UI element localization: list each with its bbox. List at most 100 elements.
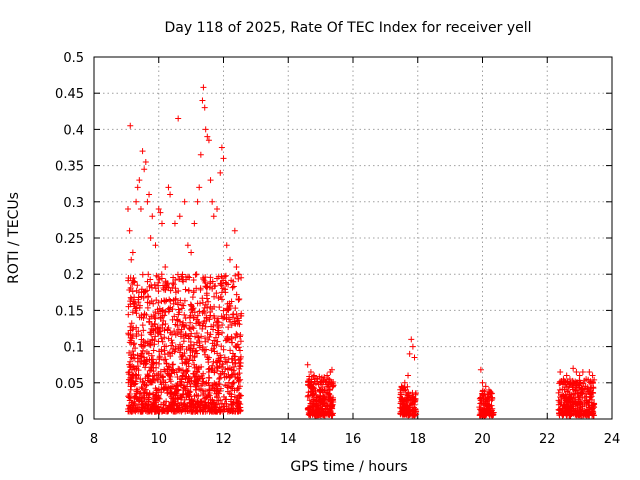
data-point [155,330,162,337]
data-point [164,386,171,393]
data-point [128,256,135,263]
data-point [223,403,230,410]
data-point [306,397,313,404]
data-point [412,406,419,413]
data-point [181,406,188,413]
data-point [205,391,212,398]
data-point [134,352,141,359]
data-point [219,285,226,292]
data-point [180,276,187,283]
data-point [172,331,179,338]
data-point [579,390,586,397]
data-point [231,387,238,394]
data-point [574,410,581,417]
data-point [191,309,198,316]
data-point [555,401,562,408]
data-point [227,374,234,381]
data-point [182,330,189,337]
data-point [205,379,212,386]
chart-title: Day 118 of 2025, Rate Of TEC Index for r… [164,20,531,36]
data-point [586,396,593,403]
data-point [135,401,142,408]
data-point [200,84,207,91]
data-point [130,324,137,331]
data-point [231,353,238,360]
data-point [165,184,172,191]
data-point [173,369,180,376]
data-point [130,341,137,348]
data-point [142,361,149,368]
data-point [174,299,181,306]
data-point [202,283,209,290]
data-point [590,385,597,392]
data-point [209,305,216,312]
data-point [170,345,177,352]
data-point [317,387,324,394]
data-point [193,285,200,292]
data-point [325,406,332,413]
data-point [138,336,145,343]
data-point [206,333,213,340]
data-point [132,371,139,378]
data-point [181,323,188,330]
data-point [125,303,132,310]
data-point [156,348,163,355]
y-tick-label: 0.5 [63,51,84,66]
data-point [202,351,209,358]
data-point [205,298,212,305]
data-point [155,288,162,295]
data-point [178,394,185,401]
data-point [150,347,157,354]
data-point [193,320,200,327]
data-point [170,281,177,288]
data-point [234,402,241,409]
data-point [234,320,241,327]
data-point [202,301,209,308]
data-point [168,331,175,338]
data-point [412,391,419,398]
data-point [146,408,153,415]
data-point [410,407,417,414]
data-point [230,283,237,290]
data-point [207,177,214,184]
data-point [146,356,153,363]
data-point [400,401,407,408]
data-point [138,384,145,391]
data-point [206,382,213,389]
data-point [217,358,224,365]
data-point [172,276,179,283]
data-point [135,296,142,303]
data-point [307,382,314,389]
data-point [205,374,212,381]
data-point [398,383,405,390]
data-point [205,366,212,373]
data-point [227,347,234,354]
data-point [230,379,237,386]
data-point [233,263,240,270]
data-point [194,300,201,307]
data-point [320,376,327,383]
data-point [210,345,217,352]
data-point [196,322,203,329]
y-axis-label: ROTI / TECUs [6,192,22,284]
data-point [226,256,233,263]
data-point [210,322,217,329]
data-point [165,308,172,315]
data-point [141,289,148,296]
data-point [214,206,221,213]
data-point [140,379,147,386]
x-tick-label: 14 [280,432,297,447]
data-point [223,373,230,380]
data-point [206,316,213,323]
data-point [398,405,405,412]
data-point [127,122,134,129]
data-point [162,321,169,328]
data-point [237,392,244,399]
data-point [187,383,194,390]
data-point [235,344,242,351]
data-point [328,380,335,387]
data-point [203,315,210,322]
data-point [208,323,215,330]
data-point [146,300,153,307]
data-point [131,340,138,347]
